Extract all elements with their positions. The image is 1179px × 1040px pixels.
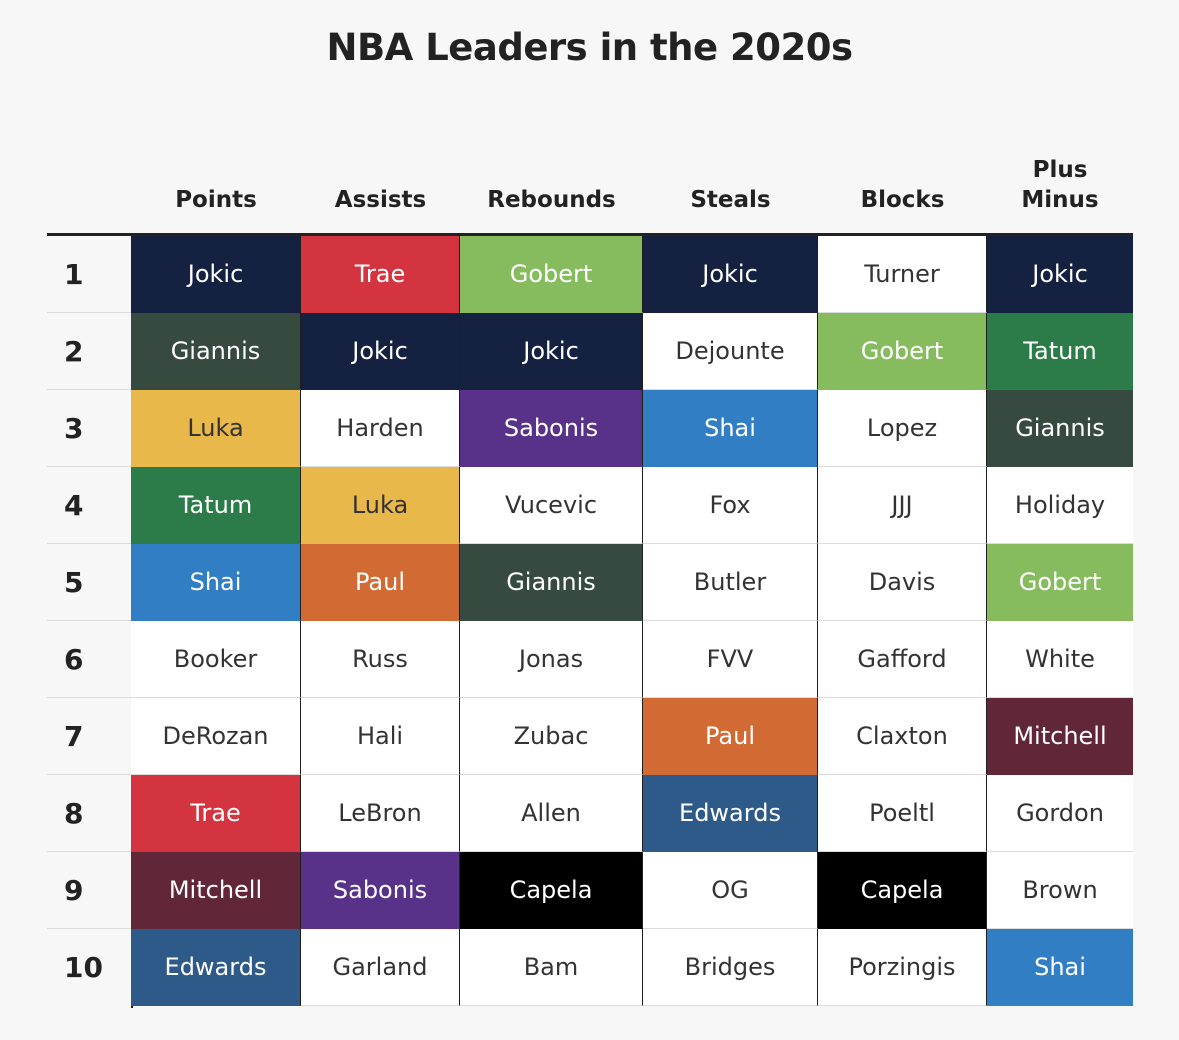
player-cell: Tatum (131, 467, 301, 544)
player-cell: Luka (131, 390, 301, 467)
player-cell: Paul (301, 544, 460, 621)
rank-label: 3 (64, 412, 84, 445)
player-cell: Lopez (818, 390, 987, 467)
rank-label: 10 (64, 951, 103, 984)
player-cell: Fox (643, 467, 818, 544)
player-cell: Garland (301, 929, 460, 1006)
row-divider (47, 697, 131, 698)
table-row: 8 Trae LeBron Allen Edwards Poeltl Gordon (47, 775, 1133, 852)
column-header-4: Steals (690, 187, 771, 214)
table-row: 4 Tatum Luka Vucevic Fox JJJ Holiday (47, 467, 1133, 544)
column-header-3: Rebounds (487, 187, 616, 214)
player-cell: JJJ (818, 467, 987, 544)
column-header-1: Points (175, 187, 257, 214)
player-cell: FVV (643, 621, 818, 698)
player-cell: Capela (818, 852, 987, 929)
player-cell: Vucevic (460, 467, 643, 544)
player-cell: Tatum (987, 313, 1133, 390)
player-cell: Paul (643, 698, 818, 775)
player-cell: Shai (987, 929, 1133, 1006)
player-cell: Capela (460, 852, 643, 929)
player-cell: Booker (131, 621, 301, 698)
player-cell: Jokic (643, 236, 818, 313)
player-cell: Luka (301, 467, 460, 544)
player-cell: Trae (131, 775, 301, 852)
player-cell: Holiday (987, 467, 1133, 544)
player-cell: Hali (301, 698, 460, 775)
player-cell: Davis (818, 544, 987, 621)
player-cell: Dejounte (643, 313, 818, 390)
row-divider (47, 466, 131, 467)
player-cell: Giannis (987, 390, 1133, 467)
table-row: 9 Mitchell Sabonis Capela OG Capela Brown (47, 852, 1133, 929)
player-cell: Trae (301, 236, 460, 313)
player-cell: Gobert (987, 544, 1133, 621)
player-cell: Claxton (818, 698, 987, 775)
player-cell: Harden (301, 390, 460, 467)
player-cell: Butler (643, 544, 818, 621)
player-cell: Poeltl (818, 775, 987, 852)
player-cell: Bam (460, 929, 643, 1006)
row-divider (47, 774, 131, 775)
table-row: 10 Edwards Garland Bam Bridges Porzingis Shai (47, 929, 1133, 1006)
table-row: 3 Luka Harden Sabonis Shai Lopez Giannis (47, 390, 1133, 467)
row-divider (47, 312, 131, 313)
player-cell: Jokic (131, 236, 301, 313)
table-row: 5 Shai Paul Giannis Butler Davis Gobert (47, 544, 1133, 621)
player-cell: Mitchell (987, 698, 1133, 775)
player-cell: Sabonis (301, 852, 460, 929)
player-cell: Gobert (460, 236, 643, 313)
player-cell: Russ (301, 621, 460, 698)
player-cell: OG (643, 852, 818, 929)
column-header-2: Assists (334, 187, 427, 214)
player-cell: Bridges (643, 929, 818, 1006)
player-cell: Brown (987, 852, 1133, 929)
player-cell: Gafford (818, 621, 987, 698)
player-cell: Shai (643, 390, 818, 467)
player-cell: Sabonis (460, 390, 643, 467)
player-cell: Jokic (460, 313, 643, 390)
rank-label: 2 (64, 335, 84, 368)
player-cell: Gobert (818, 313, 987, 390)
player-cell: Mitchell (131, 852, 301, 929)
rank-label: 8 (64, 797, 84, 830)
player-cell: Jokic (987, 236, 1133, 313)
rank-label: 5 (64, 566, 84, 599)
rank-label: 4 (64, 489, 84, 522)
player-cell: Giannis (460, 544, 643, 621)
table-row: 6 Booker Russ Jonas FVV Gafford White (47, 621, 1133, 698)
player-cell: Jokic (301, 313, 460, 390)
column-header-5: Blocks (860, 187, 945, 214)
rank-label: 7 (64, 720, 84, 753)
player-cell: Jonas (460, 621, 643, 698)
column-header-6: Plus Minus (1021, 157, 1099, 214)
player-cell: LeBron (301, 775, 460, 852)
row-divider (47, 543, 131, 544)
player-cell: Turner (818, 236, 987, 313)
player-cell: Zubac (460, 698, 643, 775)
player-cell: White (987, 621, 1133, 698)
table-row: 1 Jokic Trae Gobert Jokic Turner Jokic (47, 236, 1133, 313)
rank-label: 1 (64, 258, 84, 291)
player-cell: Allen (460, 775, 643, 852)
player-cell: Edwards (131, 929, 301, 1006)
row-divider (47, 620, 131, 621)
rank-label: 6 (64, 643, 84, 676)
row-divider (47, 389, 131, 390)
table-row: 2 Giannis Jokic Jokic Dejounte Gobert Tatum (47, 313, 1133, 390)
row-divider (47, 851, 131, 852)
rank-label: 9 (64, 874, 84, 907)
row-divider (47, 928, 131, 929)
header-divider (47, 233, 1133, 236)
chart-title: NBA Leaders in the 2020s (326, 26, 853, 69)
player-cell: Porzingis (818, 929, 987, 1006)
table-row: 7 DeRozan Hali Zubac Paul Claxton Mitchell (47, 698, 1133, 775)
player-cell: Edwards (643, 775, 818, 852)
player-cell: DeRozan (131, 698, 301, 775)
player-cell: Shai (131, 544, 301, 621)
player-cell: Gordon (987, 775, 1133, 852)
player-cell: Giannis (131, 313, 301, 390)
